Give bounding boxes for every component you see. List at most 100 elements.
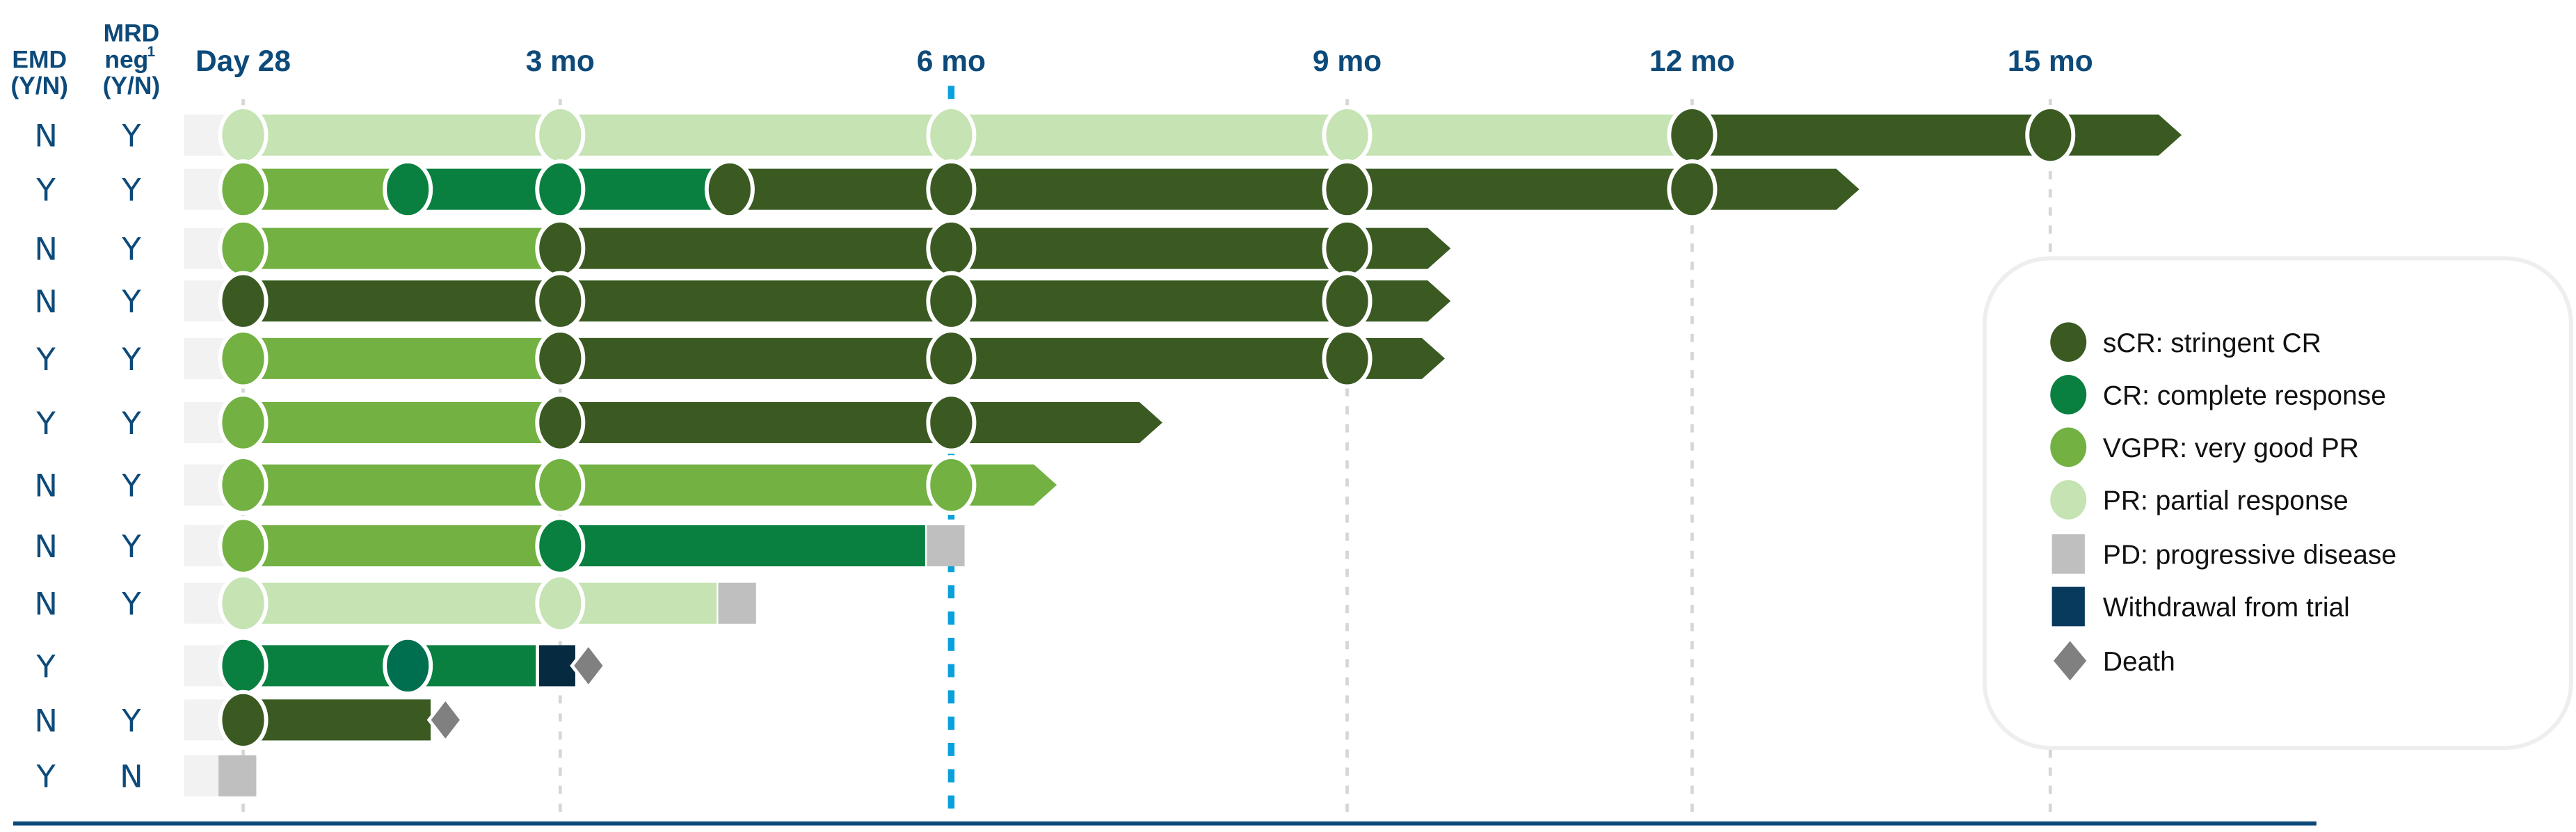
response-bar <box>243 525 561 567</box>
patient-rows: N YY YN YN YY YY YN YN YN YYN YY N <box>34 105 2182 797</box>
progressive-disease-marker <box>218 755 257 797</box>
mrd-value: N <box>120 758 143 795</box>
assessment-marker-vgpr <box>218 515 269 576</box>
withdrawal-marker <box>538 645 575 687</box>
assessment-marker-pr <box>535 573 586 634</box>
response-bar <box>243 114 561 156</box>
response-bar <box>243 464 561 506</box>
emd-value: N <box>34 231 58 268</box>
legend-label: PR: partial response <box>2103 486 2349 516</box>
assessment-marker-pr <box>535 105 586 166</box>
mrd-value: Y <box>121 702 141 739</box>
response-bar <box>1347 114 1693 156</box>
emd-value: N <box>34 283 58 320</box>
response-bar <box>1692 114 2051 156</box>
response-bar <box>243 582 561 624</box>
assessment-marker-scr <box>535 218 586 279</box>
response-bar <box>560 337 952 379</box>
legend-swatch-death <box>2054 641 2087 681</box>
mrd-value: Y <box>121 528 141 565</box>
legend-box <box>1982 256 2573 750</box>
legend-label: VGPR: very good PR <box>2103 433 2359 463</box>
response-bar <box>729 168 952 210</box>
legend-label: Death <box>2103 647 2175 677</box>
legend: sCR: stringent CR CR: complete response VG… <box>1982 256 2573 750</box>
emd-value: N <box>34 586 58 623</box>
response-bar-arrow <box>1692 168 1859 210</box>
mrd-value: Y <box>121 283 141 320</box>
response-bar <box>560 464 952 506</box>
response-bar <box>951 168 1347 210</box>
assessment-marker-pr <box>926 105 977 166</box>
assessment-marker-scr <box>926 218 977 279</box>
mrd-header-footnote: 1 <box>147 43 155 60</box>
tick-label: Day 28 <box>195 45 291 78</box>
assessment-marker-scr <box>535 328 586 389</box>
mrd-value: Y <box>121 118 141 154</box>
legend-swatch-pd <box>2051 534 2085 574</box>
assessment-marker-scr <box>1667 159 1718 220</box>
assessment-marker-vgpr <box>218 218 269 279</box>
assessment-marker-scr <box>535 392 586 453</box>
assessment-marker-scr <box>1322 271 1373 331</box>
response-bar <box>951 227 1347 269</box>
emd-value: Y <box>35 341 56 378</box>
emd-value: N <box>34 528 58 565</box>
tick-label: 9 mo <box>1313 45 1382 78</box>
response-bar <box>560 401 952 443</box>
mrd-value: Y <box>121 172 141 209</box>
emd-value: Y <box>35 405 56 442</box>
legend-swatch-scr <box>2050 322 2087 362</box>
assessment-marker-scr <box>926 392 977 453</box>
assessment-marker-vgpr <box>926 455 977 515</box>
emd-value: N <box>34 467 58 504</box>
assessment-marker-scr <box>218 271 269 331</box>
mrd-value: Y <box>121 467 141 504</box>
assessment-marker-vgpr <box>218 328 269 389</box>
emd-value: N <box>34 702 58 739</box>
response-bar <box>243 645 408 687</box>
response-bar <box>243 168 408 210</box>
emd-value: N <box>34 118 58 154</box>
death-marker <box>570 641 607 690</box>
assessment-marker-scr <box>1322 159 1373 220</box>
response-bar <box>408 168 561 210</box>
legend-swatch-vgpr <box>2050 427 2087 467</box>
progressive-disease-marker <box>718 582 756 624</box>
death-marker <box>426 696 464 744</box>
response-bar-arrow <box>1347 227 1451 269</box>
assessment-marker-scr <box>218 689 269 750</box>
assessment-marker-cr <box>218 635 269 696</box>
response-bar-arrow <box>1347 337 1446 379</box>
response-bar <box>951 280 1347 322</box>
legend-label: Withdrawal from trial <box>2103 593 2350 623</box>
mrd-value: Y <box>121 586 141 623</box>
mrd-header-neg: neg <box>104 45 148 73</box>
response-bar-arrow <box>1347 280 1451 322</box>
response-bar-arrow <box>2050 114 2182 156</box>
assessment-marker-cr <box>535 159 586 220</box>
emd-value: Y <box>35 172 56 209</box>
mrd-header: MRD <box>104 19 160 47</box>
assessment-marker-scr <box>2025 105 2076 166</box>
column-header-mrd: MRD neg 1 (Y/N) <box>103 19 161 100</box>
assessment-marker-pr <box>218 573 269 634</box>
legend-swatch-withdrawal <box>2051 586 2085 627</box>
emd-header-sub: (Y/N) <box>10 72 68 99</box>
response-bar <box>243 227 561 269</box>
assessment-marker-scr <box>926 159 977 220</box>
response-bar <box>243 337 561 379</box>
assessment-marker-scr <box>1322 218 1373 279</box>
mrd-value: Y <box>121 231 141 268</box>
column-header-emd: EMD (Y/N) <box>10 45 68 99</box>
assessment-marker-pr <box>1322 105 1373 166</box>
